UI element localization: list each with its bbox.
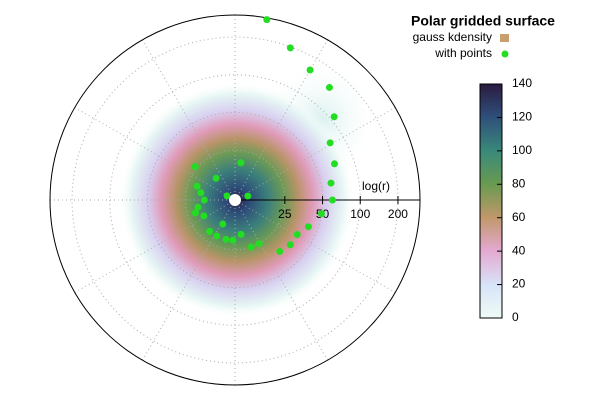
colorbar-tick-label: 20 <box>512 277 526 291</box>
data-point <box>293 231 301 239</box>
data-point <box>247 243 255 251</box>
colorbar-tick-label: 80 <box>512 176 526 190</box>
data-point <box>330 160 338 168</box>
colorbar-tick-label: 40 <box>512 243 526 257</box>
data-point <box>330 113 338 121</box>
data-point <box>197 189 205 197</box>
data-point <box>212 174 220 182</box>
data-point <box>200 212 208 220</box>
data-point <box>222 235 230 243</box>
angle-grid-line <box>142 39 236 201</box>
angle-grid-line <box>142 199 236 361</box>
r-tick-label: 25 <box>278 207 292 221</box>
colorbar-tick-label: 60 <box>512 210 526 224</box>
data-point <box>229 236 237 244</box>
angle-grid-line <box>74 107 236 201</box>
data-point <box>255 240 263 248</box>
data-point <box>194 203 202 211</box>
colorbar-tick-label: 120 <box>512 110 532 124</box>
data-point <box>327 179 335 187</box>
data-point <box>317 210 325 218</box>
angle-grid-line <box>234 199 328 361</box>
data-point <box>206 227 214 235</box>
data-point <box>276 247 284 255</box>
data-point <box>325 83 333 91</box>
data-point <box>200 196 208 204</box>
r-tick-label: 200 <box>388 207 408 221</box>
data-point <box>263 16 271 24</box>
data-point <box>191 163 199 171</box>
angle-grid-line <box>234 107 396 201</box>
chart-title: Polar gridded surface <box>411 13 555 29</box>
data-point <box>244 192 252 200</box>
data-point <box>223 192 231 200</box>
data-point <box>213 232 221 240</box>
data-point <box>326 139 334 147</box>
colorbar-tick-label: 100 <box>512 143 532 157</box>
r-tick-label: 100 <box>350 207 370 221</box>
data-point <box>237 159 245 167</box>
angle-grid-line <box>74 199 236 293</box>
legend-swatch <box>500 34 509 42</box>
legend-label: with points <box>434 46 492 60</box>
pole <box>229 194 241 206</box>
data-point <box>193 182 201 190</box>
angle-grid-line <box>234 199 396 293</box>
colorbar <box>479 83 503 319</box>
data-point <box>286 44 294 52</box>
colorbar-tick-label: 140 <box>512 76 532 90</box>
data-point <box>219 220 227 228</box>
data-point <box>304 223 312 231</box>
data-point <box>306 66 314 74</box>
legend-label: gauss kdensity <box>413 30 492 44</box>
data-point <box>237 230 245 238</box>
colorbar-tick-label: 0 <box>512 310 519 324</box>
axis-label: log(r) <box>362 179 390 193</box>
data-point <box>328 196 336 204</box>
data-point <box>191 209 199 217</box>
angle-grid-line <box>234 39 328 201</box>
data-point <box>286 241 294 249</box>
legend-marker <box>501 50 509 58</box>
